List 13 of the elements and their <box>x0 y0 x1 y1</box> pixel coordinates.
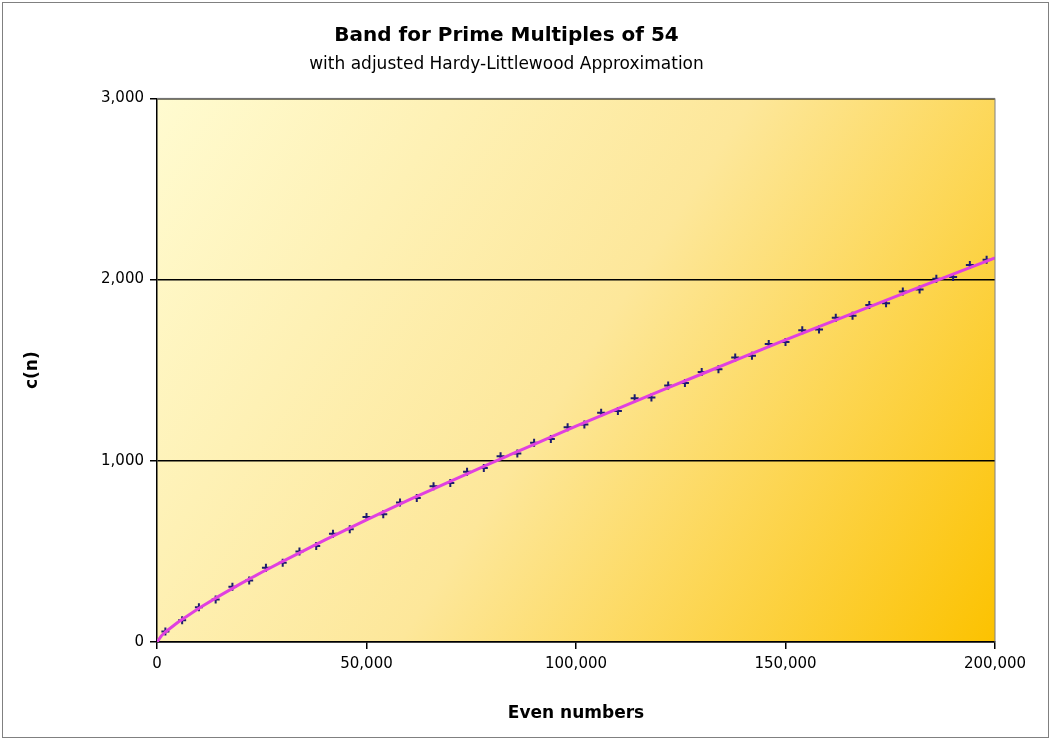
y-axis-title: c(n) <box>20 351 41 390</box>
y-tick-label: 2,000 <box>101 269 144 288</box>
x-axis-title: Even numbers <box>507 702 645 723</box>
x-tick-label: 50,000 <box>340 653 393 672</box>
x-tick-label: 150,000 <box>754 653 817 672</box>
x-tick-label: 0 <box>152 653 162 672</box>
x-tick-label: 100,000 <box>544 653 608 672</box>
chart-subtitle: with adjusted Hardy-Littlewood Approximation <box>309 52 704 73</box>
y-tick-label: 3,000 <box>101 88 144 107</box>
chart-title: Band for Prime Multiples of 54 <box>334 22 679 47</box>
y-tick-label: 1,000 <box>101 450 144 469</box>
x-tick-label: 200,000 <box>963 653 1027 672</box>
y-tick-label: 0 <box>134 631 144 650</box>
